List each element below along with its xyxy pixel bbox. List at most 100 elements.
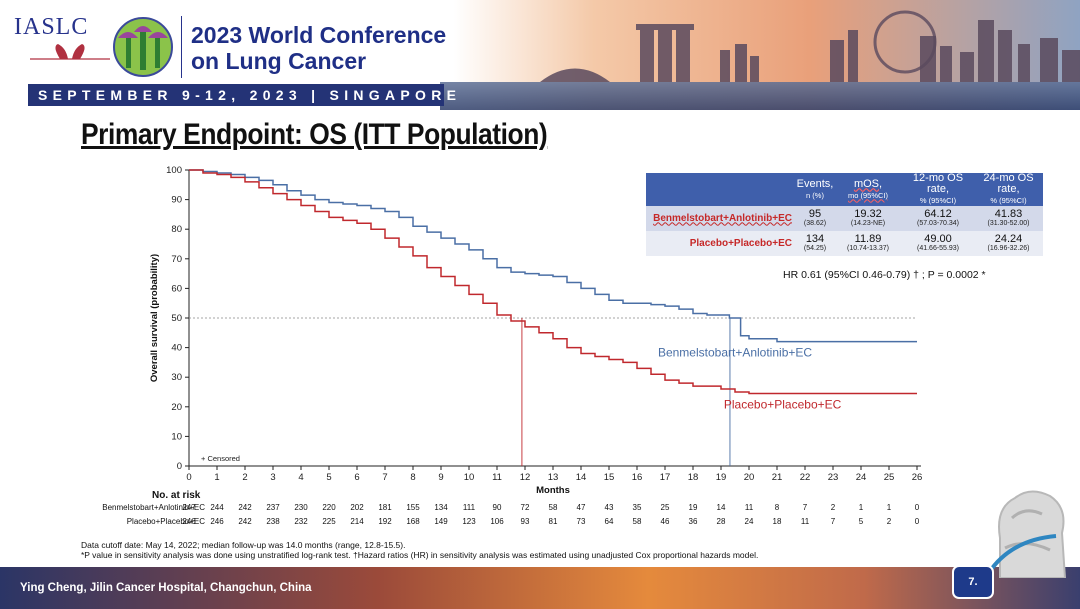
risk-value: 93 [520,517,530,526]
footnote-line: *P value in sensitivity analysis was don… [81,550,759,560]
y-tick-label: 30 [171,372,182,383]
presenter-credit: Ying Cheng, Jilin Cancer Hospital, Chang… [20,582,312,594]
risk-value: 36 [688,517,698,526]
x-tick-label: 1 [214,472,219,483]
summary-header-events: Events, n (%) [796,173,834,206]
x-tick-label: 9 [438,472,443,483]
risk-value: 220 [322,503,336,512]
risk-value: 246 [210,517,224,526]
risk-value: 0 [914,503,920,512]
risk-row-label: Benmelstobart+Anlotinib+EC [102,503,205,512]
risk-value: 242 [238,503,252,512]
risk-value: 225 [322,517,336,526]
risk-value: 192 [378,517,392,526]
y-tick-label: 0 [177,461,182,472]
risk-value: 58 [548,503,558,512]
risk-value: 11 [800,517,810,526]
conference-title-line1: 2023 World Conference [191,22,447,48]
x-tick-label: 10 [464,472,475,483]
risk-value: 24 [744,517,754,526]
x-tick-label: 17 [660,472,671,483]
risk-value: 8 [774,503,780,512]
risk-value: 106 [490,517,504,526]
x-tick-label: 25 [884,472,895,483]
slide-title: Primary Endpoint: OS (ITT Population) [81,118,548,151]
risk-value: 237 [266,503,280,512]
x-tick-label: 7 [382,472,387,483]
risk-value: 7 [830,517,836,526]
risk-value: 246 [182,517,196,526]
risk-value: 1 [858,503,864,512]
risk-value: 247 [182,503,196,512]
summary-cell: 134 (54.25) [796,231,834,256]
risk-value: 28 [716,517,726,526]
summary-arm-label: Benmelstobart+Anlotinib+EC [646,206,796,231]
risk-value: 242 [238,517,252,526]
x-tick-label: 20 [744,472,755,483]
risk-value: 181 [378,503,392,512]
summary-cell: 95 (38.62) [796,206,834,231]
risk-value: 2 [830,503,836,512]
page-number-badge: 7. [952,565,994,599]
x-tick-label: 26 [912,472,923,483]
summary-cell: 49.00 (41.66-55.93) [902,231,974,256]
risk-value: 73 [576,517,586,526]
risk-value: 58 [632,517,642,526]
y-tick-label: 70 [171,254,182,265]
footnote-line: Data cutoff date: May 14, 2022; median f… [81,540,406,550]
x-tick-label: 11 [492,472,502,483]
supertree-logo-icon [113,17,173,77]
x-tick-label: 3 [270,472,275,483]
summary-header-24mo: 24-mo OS rate,% (95%CI) [974,173,1043,206]
risk-value: 25 [660,503,670,512]
risk-value: 11 [744,503,754,512]
x-tick-label: 0 [186,472,191,483]
summary-cell: 11.89 (10.74-13.37) [834,231,902,256]
y-tick-label: 100 [166,165,182,176]
y-tick-label: 60 [171,283,182,294]
x-tick-label: 4 [298,472,303,483]
y-tick-label: 40 [171,343,182,354]
risk-row-label: Placebo+Placebo+EC [126,517,205,526]
x-tick-label: 5 [326,472,331,483]
os-summary-table: Events, n (%) mOS, mo (95%CI) 12-mo OS rat… [646,173,1043,256]
summary-row-benmelstobart: Benmelstobart+Anlotinib+EC 95 (38.62) 19.… [646,206,1043,231]
risk-value: 155 [406,503,420,512]
risk-value: 232 [294,517,308,526]
x-tick-label: 18 [688,472,699,483]
censored-legend: + Censored [201,454,240,463]
summary-arm-label: Placebo+Placebo+EC [646,231,796,256]
y-tick-label: 90 [171,195,182,206]
risk-value: 244 [210,503,224,512]
risk-value: 214 [350,517,364,526]
summary-cell: 24.24 (16.96-32.26) [974,231,1043,256]
risk-value: 35 [632,503,642,512]
date-location-band: SEPTEMBER 9-12, 2023 | SINGAPORE [28,84,456,106]
summary-header-blank [646,173,796,206]
x-tick-label: 22 [800,472,811,483]
risk-value: 0 [914,517,920,526]
risk-value: 18 [772,517,782,526]
risk-table-title: No. at risk [152,490,201,501]
risk-value: 64 [604,517,614,526]
x-tick-label: 19 [716,472,727,483]
iaslc-logo: IASLC [14,14,89,40]
risk-value: 168 [406,517,420,526]
x-tick-label: 12 [520,472,531,483]
x-axis-title: Months [536,485,570,495]
x-tick-label: 21 [772,472,783,483]
y-tick-label: 10 [171,431,182,442]
conference-title: 2023 World Conference on Lung Cancer [191,22,446,74]
risk-value: 47 [576,503,586,512]
risk-value: 111 [462,503,476,512]
risk-value: 46 [660,517,670,526]
merlion-icon [986,490,1067,578]
summary-row-placebo: Placebo+Placebo+EC 134 (54.25) 11.89 (10.7… [646,231,1043,256]
conference-title-line2: on Lung Cancer [191,48,367,74]
km-curve-benmelstobart [189,169,917,343]
x-tick-label: 6 [354,472,359,483]
x-tick-label: 23 [828,472,839,483]
footnotes: Data cutoff date: May 14, 2022; median f… [81,540,758,560]
risk-value: 81 [548,517,558,526]
